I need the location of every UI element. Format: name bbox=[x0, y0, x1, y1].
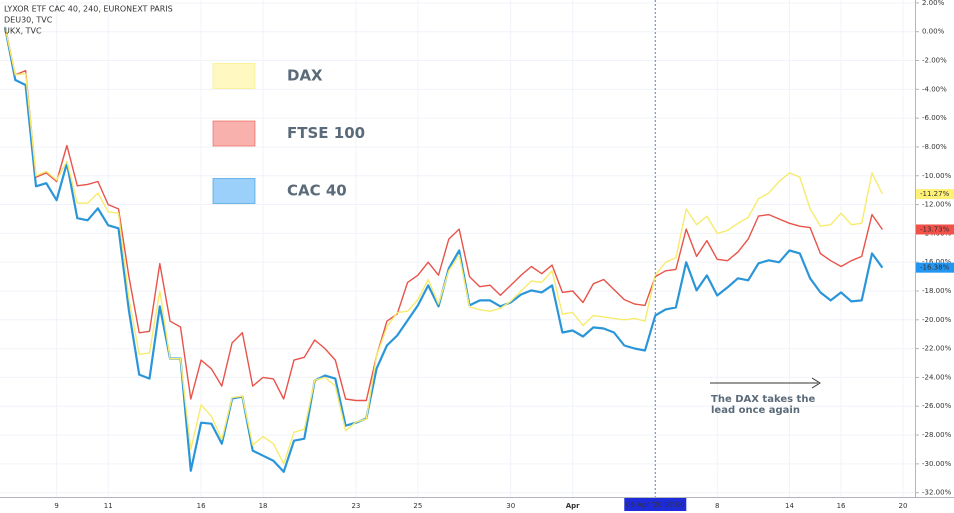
y-tick-label: -12.00% bbox=[922, 201, 952, 209]
legend-swatch bbox=[212, 178, 256, 204]
x-tick-label: 16 bbox=[837, 502, 846, 510]
x-tick-label: Apr bbox=[566, 502, 580, 510]
value-label-box bbox=[916, 224, 954, 235]
value-label: -13.73% bbox=[920, 225, 950, 233]
x-tick-label: 11 bbox=[104, 502, 113, 510]
y-tick-label: -24.00% bbox=[922, 373, 952, 381]
y-tick-label: -8.00% bbox=[922, 143, 947, 151]
x-tick-label: 9 bbox=[54, 502, 58, 510]
y-tick-label: -6.00% bbox=[922, 114, 947, 122]
x-tick-label: 20 bbox=[899, 502, 908, 510]
annotation-arrowhead bbox=[811, 377, 821, 389]
y-tick-label: -4.00% bbox=[922, 85, 947, 93]
x-tick-label: 8 bbox=[715, 502, 719, 510]
x-tick-label: 16 bbox=[197, 502, 206, 510]
plot bbox=[3, 26, 884, 473]
value-label: -16.38% bbox=[920, 264, 950, 272]
value-label: -11.27% bbox=[920, 190, 950, 198]
grid bbox=[0, 0, 915, 497]
y-tick-label: -20.00% bbox=[922, 316, 952, 324]
annotation: lead once again bbox=[711, 405, 800, 416]
y-tick-label: -10.00% bbox=[922, 172, 952, 180]
value-label-box bbox=[916, 262, 954, 273]
legend-label: CAC 40 bbox=[287, 182, 347, 200]
y-tick-label: -32.00% bbox=[922, 489, 952, 497]
value-label-box bbox=[916, 189, 954, 200]
header: LYXOR ETF CAC 40, 240, EURONEXT PARIS bbox=[4, 5, 173, 14]
x-tick-label: 18 bbox=[259, 502, 268, 510]
header: UKX, TVC bbox=[4, 27, 42, 36]
y-tick-label: -26.00% bbox=[922, 402, 952, 410]
y-tick-label: 0.00% bbox=[922, 28, 945, 36]
crosshair-label: 06 Apr '20 07:00 bbox=[626, 501, 685, 509]
y-tick-label: -28.00% bbox=[922, 431, 952, 439]
annotation: The DAX takes the bbox=[711, 394, 815, 405]
legend-swatch bbox=[212, 63, 256, 89]
line-series bbox=[4, 26, 884, 465]
x-tick-label: 23 bbox=[351, 502, 360, 510]
y-tick-label: 2.00% bbox=[922, 0, 945, 7]
x-tick-label: 14 bbox=[785, 502, 794, 510]
crosshair-label-box bbox=[624, 498, 687, 511]
x-tick-label: 25 bbox=[413, 502, 422, 510]
y-tick-label: -18.00% bbox=[922, 287, 952, 295]
legend-swatch bbox=[212, 120, 256, 147]
y-tick-label: -22.00% bbox=[922, 345, 952, 353]
legend-label: FTSE 100 bbox=[287, 124, 365, 142]
x-tick-label: 30 bbox=[506, 502, 515, 510]
y-tick-label: -16.00% bbox=[922, 258, 952, 266]
line-series bbox=[4, 26, 883, 402]
header: DEU30, TVC bbox=[4, 16, 53, 25]
y-tick-label: -30.00% bbox=[922, 460, 952, 468]
legend-label: DAX bbox=[287, 67, 323, 85]
y-tick-label: -2.00% bbox=[922, 57, 947, 65]
